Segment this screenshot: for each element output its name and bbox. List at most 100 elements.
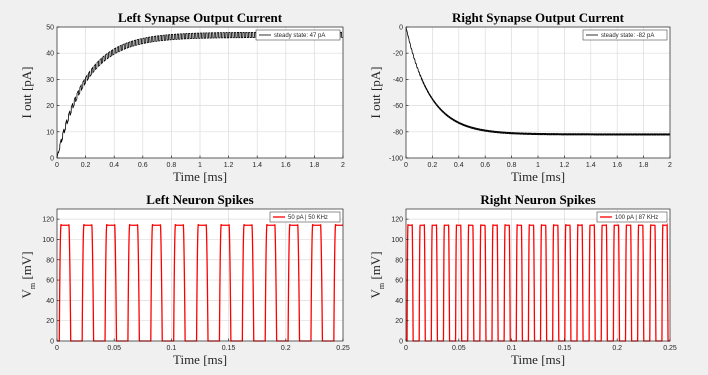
x-axis-label: Time [ms] bbox=[511, 352, 565, 367]
y-tick-label: 100 bbox=[42, 237, 54, 244]
x-axis-label: Time [ms] bbox=[511, 169, 565, 184]
axes-box bbox=[56, 208, 344, 342]
x-tick-label: 1.2 bbox=[224, 162, 234, 169]
y-tick-label: 20 bbox=[46, 318, 54, 325]
chart-title: Left Neuron Spikes bbox=[146, 192, 253, 207]
chart-title: Left Synapse Output Current bbox=[118, 10, 283, 25]
x-tick-label: 0.1 bbox=[167, 345, 177, 352]
y-axis-label-main: V bbox=[19, 289, 34, 299]
y-tick-label: -60 bbox=[393, 103, 403, 110]
y-tick-label: 100 bbox=[391, 237, 403, 244]
x-tick-label: 0 bbox=[404, 162, 408, 169]
y-axis-label-subscript: m bbox=[28, 282, 37, 289]
y-axis-label-group: Vm [mV] bbox=[368, 251, 386, 298]
legend-label: 50 pA | 50 KHz bbox=[288, 215, 328, 221]
x-tick-label: 0.15 bbox=[222, 345, 236, 352]
x-tick-label: 0.2 bbox=[281, 345, 291, 352]
x-tick-label: 0 bbox=[55, 345, 59, 352]
y-tick-label: 0 bbox=[399, 339, 403, 346]
x-tick-label: 0.05 bbox=[107, 345, 121, 352]
y-tick-label: 80 bbox=[395, 257, 403, 264]
chart-4: 0 0.05 0.1 0.15 0.2 0.25 0 20 40 60 80 100 120 Right … bbox=[368, 192, 677, 367]
legend: steady state: -82 pA bbox=[582, 29, 668, 41]
y-tick-label: -80 bbox=[393, 129, 403, 136]
legend-box bbox=[269, 211, 341, 223]
y-tick-label: 0 bbox=[50, 156, 54, 163]
legend: 50 pA | 50 KHz bbox=[269, 211, 341, 223]
y-tick-label: 50 bbox=[46, 25, 54, 32]
chart-2: 0 0.2 0.4 0.6 0.8 1 1.2 1.4 1.6 1.8 2 -100 -80 -60 -40… bbox=[368, 10, 672, 184]
legend-box bbox=[596, 211, 668, 223]
x-tick-label: 1.6 bbox=[281, 162, 291, 169]
x-tick-label: 1.6 bbox=[612, 162, 622, 169]
y-tick-label: 60 bbox=[395, 278, 403, 285]
legend-label: steady state: -82 pA bbox=[601, 33, 654, 39]
legend-label: 100 pA | 87 KHz bbox=[615, 215, 658, 221]
x-tick-label: 2 bbox=[668, 162, 672, 169]
x-tick-label: 0.1 bbox=[507, 345, 517, 352]
x-tick-label: 0.2 bbox=[428, 162, 438, 169]
x-tick-label: 1.8 bbox=[639, 162, 649, 169]
y-tick-label: 0 bbox=[50, 339, 54, 346]
x-axis-label: Time [ms] bbox=[173, 352, 227, 367]
series-line bbox=[405, 26, 670, 136]
x-tick-label: 0.05 bbox=[452, 345, 466, 352]
x-tick-label: 1 bbox=[198, 162, 202, 169]
x-tick-label: 0.15 bbox=[558, 345, 572, 352]
y-axis-label-unit: [mV] bbox=[19, 251, 34, 279]
y-axis-label: I out [pA] bbox=[368, 67, 383, 119]
chart-3: 0 0.05 0.1 0.15 0.2 0.25 0 20 40 60 80 100 120 Left N… bbox=[19, 192, 350, 367]
x-tick-label: 0.6 bbox=[138, 162, 148, 169]
y-axis-label-main: V bbox=[368, 289, 383, 299]
x-tick-label: 2 bbox=[341, 162, 345, 169]
x-tick-label: 0.6 bbox=[480, 162, 490, 169]
x-tick-label: 1.4 bbox=[586, 162, 596, 169]
x-tick-label: 0.25 bbox=[663, 345, 677, 352]
x-tick-label: 0.2 bbox=[612, 345, 622, 352]
chart-title: Right Neuron Spikes bbox=[480, 192, 595, 207]
y-axis-label-group: I out [pA] bbox=[19, 67, 34, 119]
y-tick-label: 60 bbox=[46, 278, 54, 285]
y-axis-label-group: Vm [mV] bbox=[19, 251, 37, 298]
x-tick-label: 0.2 bbox=[81, 162, 91, 169]
legend: steady state: 47 pA bbox=[255, 29, 341, 41]
legend: 100 pA | 87 KHz bbox=[596, 211, 668, 223]
y-tick-label: 40 bbox=[46, 51, 54, 58]
y-tick-label: 20 bbox=[46, 103, 54, 110]
legend-label: steady state: 47 pA bbox=[274, 33, 325, 39]
y-axis-label-unit: [mV] bbox=[368, 251, 383, 279]
y-tick-label: -20 bbox=[393, 51, 403, 58]
chart-title: Right Synapse Output Current bbox=[452, 10, 625, 25]
x-tick-label: 0 bbox=[55, 162, 59, 169]
y-axis-label: Vm [mV] bbox=[368, 251, 386, 298]
y-tick-label: 0 bbox=[399, 25, 403, 32]
y-tick-label: -40 bbox=[393, 77, 403, 84]
y-axis-label: I out [pA] bbox=[19, 67, 34, 119]
legend-box bbox=[255, 29, 341, 41]
x-tick-label: 0.25 bbox=[336, 345, 350, 352]
y-tick-label: 40 bbox=[46, 298, 54, 305]
x-tick-label: 1.2 bbox=[560, 162, 570, 169]
y-tick-label: 120 bbox=[42, 217, 54, 224]
axes-box bbox=[405, 208, 671, 342]
y-tick-label: -100 bbox=[389, 156, 403, 163]
x-axis-label: Time [ms] bbox=[173, 169, 227, 184]
y-axis-label-group: I out [pA] bbox=[368, 67, 383, 119]
y-tick-label: 30 bbox=[46, 77, 54, 84]
y-axis-label: Vm [mV] bbox=[19, 251, 37, 298]
x-tick-label: 1.8 bbox=[310, 162, 320, 169]
y-tick-label: 10 bbox=[46, 129, 54, 136]
x-tick-label: 1.4 bbox=[252, 162, 262, 169]
x-tick-label: 1 bbox=[536, 162, 540, 169]
x-tick-label: 0.8 bbox=[167, 162, 177, 169]
y-tick-label: 20 bbox=[395, 318, 403, 325]
y-tick-label: 120 bbox=[391, 217, 403, 224]
y-tick-label: 40 bbox=[395, 298, 403, 305]
y-tick-label: 80 bbox=[46, 257, 54, 264]
x-tick-label: 0.4 bbox=[109, 162, 119, 169]
plot-area bbox=[57, 209, 343, 341]
x-tick-label: 0 bbox=[404, 345, 408, 352]
legend-box bbox=[582, 29, 668, 41]
x-tick-label: 0.4 bbox=[454, 162, 464, 169]
chart-1: 0 0.2 0.4 0.6 0.8 1 1.2 1.4 1.6 1.8 201020304050Le… bbox=[19, 10, 345, 184]
